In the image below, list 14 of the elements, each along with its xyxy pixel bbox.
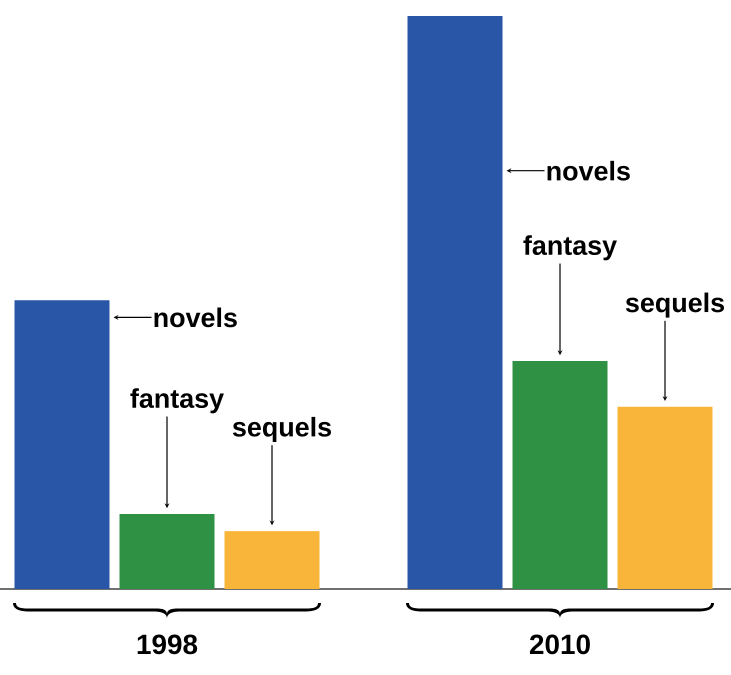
bar — [512, 360, 608, 589]
text: fantasy — [130, 388, 224, 414]
bar — [618, 406, 713, 589]
text: fantasy — [523, 235, 617, 260]
x-tick-label: 2010 — [530, 634, 590, 654]
bar — [224, 531, 320, 589]
text: sequels — [626, 292, 724, 318]
text: sequels — [232, 416, 331, 442]
bar — [14, 300, 110, 589]
text: novels — [547, 160, 630, 181]
series-label: novels — [154, 308, 237, 328]
bar — [120, 514, 215, 589]
bar — [408, 16, 503, 589]
x-tick-label: 1998 — [138, 634, 198, 654]
